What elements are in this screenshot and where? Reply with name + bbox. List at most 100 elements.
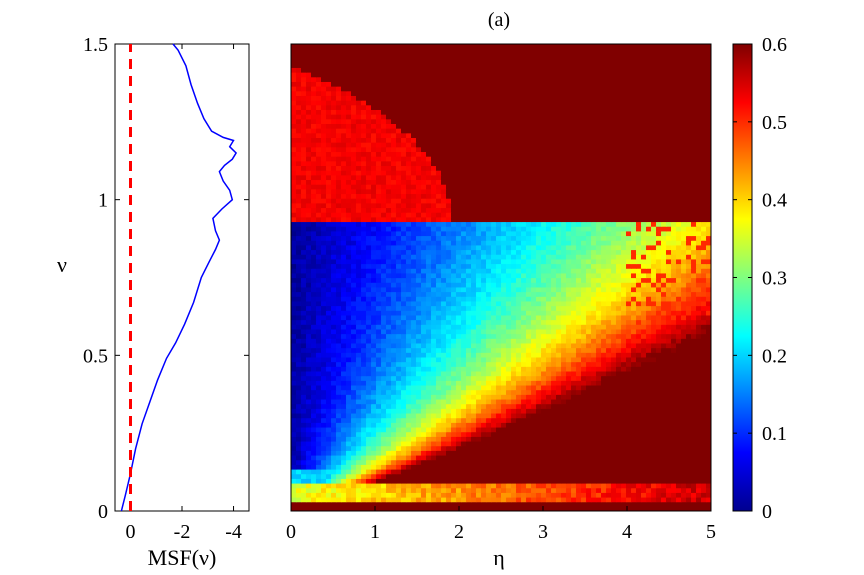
heatmap-cell	[421, 380, 427, 386]
heatmap-cell	[601, 286, 607, 293]
heatmap-cell	[516, 473, 522, 479]
heatmap-cell	[681, 319, 687, 325]
heatmap-cell	[686, 478, 692, 484]
heatmap-cell	[641, 366, 647, 372]
heatmap-cell	[691, 333, 697, 339]
heatmap-cell	[616, 314, 622, 321]
heatmap-cell	[461, 361, 467, 367]
heatmap-cell	[451, 305, 457, 311]
heatmap-cell	[581, 366, 587, 372]
heatmap-cell	[601, 440, 607, 447]
heatmap-cell	[446, 464, 452, 470]
heatmap-cell	[686, 352, 692, 358]
heatmap-cell	[551, 328, 557, 335]
heatmap-cell	[316, 352, 322, 358]
heatmap-cell	[351, 249, 357, 255]
heatmap-cell	[606, 375, 612, 381]
heatmap-cell	[411, 417, 417, 423]
heatmap-cell	[526, 268, 532, 274]
heatmap-cell	[616, 389, 622, 395]
heatmap-cell	[401, 454, 407, 461]
heatmap-cell	[546, 310, 552, 316]
heatmap-cell	[696, 375, 702, 381]
heatmap-cell	[356, 352, 362, 358]
heatmap-cell	[586, 412, 592, 419]
heatmap-cell	[576, 310, 582, 316]
heatmap-cell	[586, 235, 592, 241]
heatmap-cell	[521, 384, 527, 391]
heatmap-cell	[511, 254, 517, 260]
heatmap-cell	[316, 436, 322, 442]
heatmap-cell	[681, 445, 687, 451]
heatmap-cell	[556, 361, 562, 367]
heatmap-cell	[371, 333, 377, 339]
heatmap-cell	[546, 324, 552, 330]
heatmap-cell	[371, 375, 377, 381]
heatmap-cell	[316, 422, 322, 428]
heatmap-cell	[361, 436, 367, 442]
heatmap-cell	[491, 296, 497, 302]
heatmap-cell	[526, 454, 532, 461]
heatmap-cell	[706, 361, 711, 367]
heatmap-cell	[421, 342, 427, 349]
heatmap-cell	[321, 492, 327, 498]
heatmap-cell	[661, 272, 667, 279]
heatmap-cell	[371, 263, 377, 269]
heatmap-cell	[411, 347, 417, 353]
heatmap-cell	[696, 450, 702, 456]
heatmap-cell	[501, 487, 507, 493]
heatmap-cell	[581, 468, 587, 475]
heatmap-cell	[571, 282, 577, 288]
heatmap-cell	[626, 492, 632, 498]
heatmap-cell	[471, 286, 477, 293]
heatmap-cell	[446, 403, 452, 409]
heatmap-cell	[531, 235, 537, 241]
heatmap-cell	[571, 454, 577, 461]
heatmap-cell	[691, 319, 697, 325]
heatmap-cell	[486, 338, 492, 344]
heatmap-cell	[631, 240, 637, 246]
heatmap-cell	[596, 478, 602, 484]
heatmap-cell	[411, 403, 417, 409]
heatmap-cell	[511, 492, 517, 498]
heatmap-cell	[466, 272, 472, 279]
heatmap-cell	[526, 394, 532, 400]
heatmap-cell	[701, 352, 707, 358]
heatmap-cell	[561, 244, 567, 251]
msf-xtick-label: 0	[125, 521, 135, 543]
heatmap-cell	[321, 291, 327, 297]
heatmap-cell	[381, 277, 387, 283]
heatmap-cell	[421, 445, 427, 451]
heatmap-cell	[586, 319, 592, 325]
heatmap-cell	[536, 328, 542, 335]
heatmap-cell	[561, 254, 567, 260]
heatmap-cell	[666, 240, 672, 246]
heatmap-cell	[561, 333, 567, 339]
heatmap-cell	[371, 342, 377, 349]
heatmap-cell	[521, 440, 527, 447]
heatmap-cell	[626, 268, 632, 274]
heatmap-cell	[531, 445, 537, 451]
heatmap-cell	[316, 356, 322, 363]
heatmap-cell	[401, 366, 407, 372]
heatmap-cell	[316, 244, 322, 251]
heatmap-cell	[421, 324, 427, 330]
heatmap-cell	[536, 398, 542, 405]
heatmap-cell	[531, 426, 537, 433]
heatmap-cell	[476, 338, 482, 344]
heatmap-cell	[561, 277, 567, 283]
heatmap-cell	[636, 445, 642, 451]
heatmap-cell	[406, 445, 412, 451]
heatmap-cell	[321, 506, 327, 511]
heatmap-cell	[556, 366, 562, 372]
heatmap-cell	[546, 408, 552, 414]
heatmap-cell	[466, 366, 472, 372]
heatmap-cell	[676, 412, 682, 419]
heatmap-cell	[461, 422, 467, 428]
heatmap-cell	[441, 440, 447, 447]
heatmap-cell	[361, 263, 367, 269]
heatmap-cell	[681, 375, 687, 381]
heatmap-cell	[566, 305, 572, 311]
heatmap-cell	[471, 473, 477, 479]
heatmap-cell	[356, 296, 362, 302]
